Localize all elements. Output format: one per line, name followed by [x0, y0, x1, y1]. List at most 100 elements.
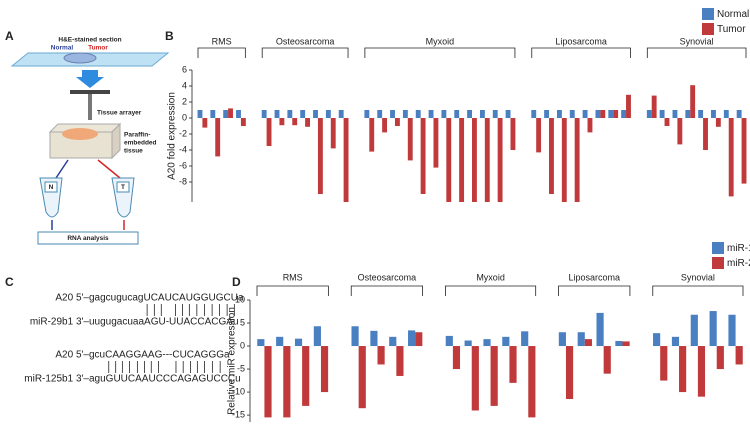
legend-label: Tumor [717, 24, 746, 35]
bar [274, 110, 280, 118]
diagram-text: tissue [124, 148, 143, 155]
bar [467, 110, 472, 118]
bar [279, 118, 285, 126]
bar [646, 110, 652, 118]
arrow [97, 159, 121, 179]
diagram-text: Tissue arrayer [97, 110, 142, 117]
bar [569, 110, 575, 118]
bar [202, 118, 208, 128]
bar [659, 110, 665, 118]
y-tick-label: -4 [179, 144, 187, 154]
block [111, 122, 121, 160]
bar [510, 118, 516, 150]
bar [715, 118, 721, 127]
group-bracket [197, 47, 246, 58]
y-tick-label: 0 [240, 340, 245, 350]
group-label: Liposarcoma [555, 36, 607, 46]
bar [660, 346, 668, 381]
bar [420, 118, 426, 194]
bar [377, 346, 385, 365]
bar [600, 110, 606, 118]
bar [210, 110, 216, 118]
bar [313, 110, 318, 118]
bar [528, 346, 536, 418]
bar [370, 330, 378, 347]
y-tick-label: -8 [179, 176, 187, 186]
legend-label: miR-29 [727, 258, 750, 269]
bar [709, 311, 717, 347]
bar [320, 346, 329, 393]
y-axis-label: A20 fold expression [167, 92, 178, 180]
bar [382, 118, 388, 133]
bar [464, 340, 472, 347]
bar [452, 346, 461, 370]
bar [711, 110, 716, 118]
bar [428, 110, 434, 118]
group-label: Osteosarcoma [358, 272, 417, 282]
bar [358, 346, 366, 409]
bar [716, 346, 724, 370]
box [37, 231, 139, 245]
bar [584, 339, 592, 347]
bar [408, 330, 416, 347]
bar [490, 346, 498, 406]
y-tick-label: 0 [182, 112, 187, 122]
bar [603, 346, 611, 374]
group-label: Liposarcoma [568, 272, 620, 282]
bar [369, 118, 375, 152]
diagram-text: Paraffin- [124, 132, 150, 139]
panel-label: C [5, 275, 14, 289]
bar [505, 110, 511, 118]
bar [497, 118, 503, 202]
arrow [76, 70, 104, 88]
group-bracket [558, 285, 631, 296]
bar [536, 118, 542, 153]
arrayer [88, 92, 92, 120]
bar [483, 339, 491, 347]
panel-label: A [5, 29, 14, 43]
legend-label: Normal [717, 9, 749, 20]
bar [544, 110, 550, 118]
y-tick-label: -6 [179, 160, 187, 170]
bar [596, 312, 604, 347]
sequence: gcuCAAGGAAG---CUCAGGGa [89, 350, 230, 361]
seq-name: A20 5'– [55, 293, 89, 304]
bar [364, 110, 370, 118]
bar [664, 118, 670, 126]
bar [735, 346, 743, 365]
legend-label: miR-125 [727, 243, 750, 254]
diagram-text: embedded [124, 140, 157, 147]
bar [433, 118, 439, 168]
bar [492, 110, 498, 118]
bar [479, 110, 485, 118]
group-label: RMS [283, 272, 303, 282]
diagram: H&E-stained section Normal Tumor Tissue … [10, 37, 170, 245]
bar [531, 110, 537, 118]
bar [697, 346, 706, 397]
y-tick-label: 6 [182, 64, 187, 74]
bar [377, 110, 383, 118]
bar [582, 110, 588, 118]
bar [679, 346, 687, 393]
sequence: aguGUUCAAUCCCAGAGUCCCu [89, 374, 241, 385]
bar [415, 110, 421, 118]
bar [509, 346, 517, 383]
bar [283, 346, 291, 418]
bar [240, 118, 246, 126]
bar [561, 118, 567, 202]
y-tick-label: -10 [232, 386, 245, 396]
bar [454, 110, 460, 118]
bar [396, 346, 404, 376]
bar [317, 118, 323, 194]
bar [690, 85, 696, 118]
diagram-text: Tumor [88, 45, 108, 52]
group-bracket [364, 47, 516, 58]
bar [549, 118, 554, 194]
bar [445, 335, 453, 347]
group-bracket [652, 285, 744, 296]
charts: -8 -6 -4 -2 0 2 4 6 A20 fold expression Normal Tum… [167, 8, 750, 422]
bar [330, 118, 336, 149]
bar [441, 110, 447, 118]
bar [223, 110, 229, 118]
group-label: Synovial [681, 272, 715, 282]
